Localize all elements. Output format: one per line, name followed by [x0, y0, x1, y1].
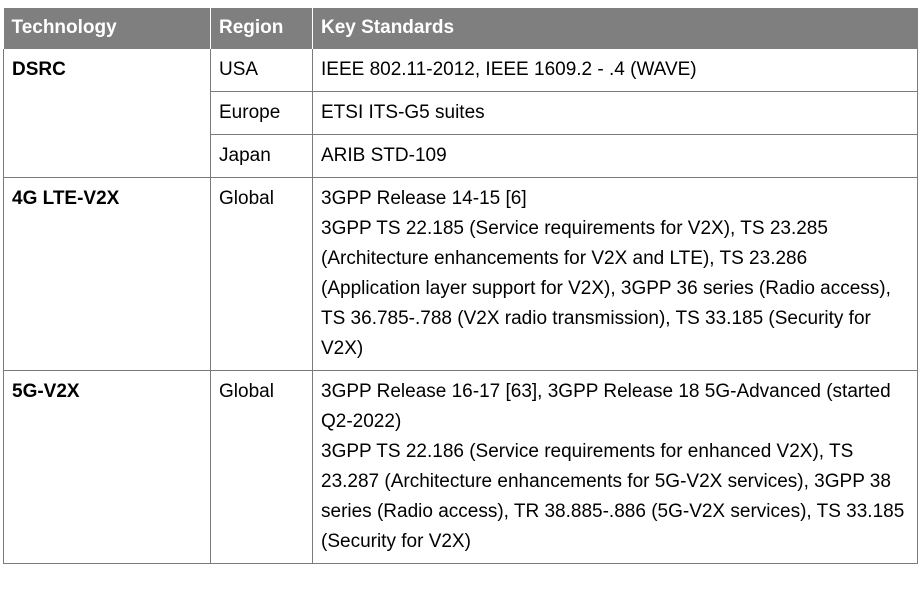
technology-cell: 5G-V2X — [3, 370, 211, 564]
standards-line: 3GPP Release 16-17 [63], 3GPP Release 18… — [321, 381, 891, 432]
region-cell: Global — [210, 370, 313, 564]
standards-cell: 3GPP Release 14-15 [6] 3GPP TS 22.185 (S… — [312, 177, 918, 371]
region-cell: USA — [210, 49, 313, 92]
technology-cell: 4G LTE-V2X — [3, 177, 211, 371]
standards-line: IEEE 802.11-2012, IEEE 1609.2 - .4 (WAVE… — [321, 59, 697, 80]
region-cell: Global — [210, 177, 313, 371]
standards-cell: ARIB STD-109 — [312, 134, 918, 178]
header-technology: Technology — [3, 8, 211, 49]
standards-line: 3GPP TS 22.185 (Service requirements for… — [321, 218, 891, 359]
standards-line: ARIB STD-109 — [321, 145, 447, 166]
header-region: Region — [210, 8, 313, 49]
table-row: 4G LTE-V2X Global 3GPP Release 14-15 [6]… — [3, 177, 918, 371]
table-row: 5G-V2X Global 3GPP Release 16-17 [63], 3… — [3, 370, 918, 564]
region-cell: Japan — [210, 134, 313, 178]
region-cell: Europe — [210, 91, 313, 135]
table-row: Europe ETSI ITS-G5 suites — [4, 91, 918, 135]
standards-cell: ETSI ITS-G5 suites — [312, 91, 918, 135]
standards-table: Technology Region Key Standards DSRC USA… — [3, 8, 918, 564]
standards-line: 3GPP Release 14-15 [6] — [321, 188, 527, 209]
table-row: Japan ARIB STD-109 — [4, 134, 918, 178]
standards-cell: IEEE 802.11-2012, IEEE 1609.2 - .4 (WAVE… — [312, 49, 918, 92]
header-row: Technology Region Key Standards — [3, 8, 918, 49]
table-row: DSRC USA IEEE 802.11-2012, IEEE 1609.2 -… — [3, 49, 918, 178]
standards-line: ETSI ITS-G5 suites — [321, 102, 485, 123]
technology-cell: DSRC — [3, 49, 211, 178]
standards-cell: 3GPP Release 16-17 [63], 3GPP Release 18… — [312, 370, 918, 564]
standards-line: 3GPP TS 22.186 (Service requirements for… — [321, 441, 905, 552]
header-key-standards: Key Standards — [312, 8, 918, 49]
